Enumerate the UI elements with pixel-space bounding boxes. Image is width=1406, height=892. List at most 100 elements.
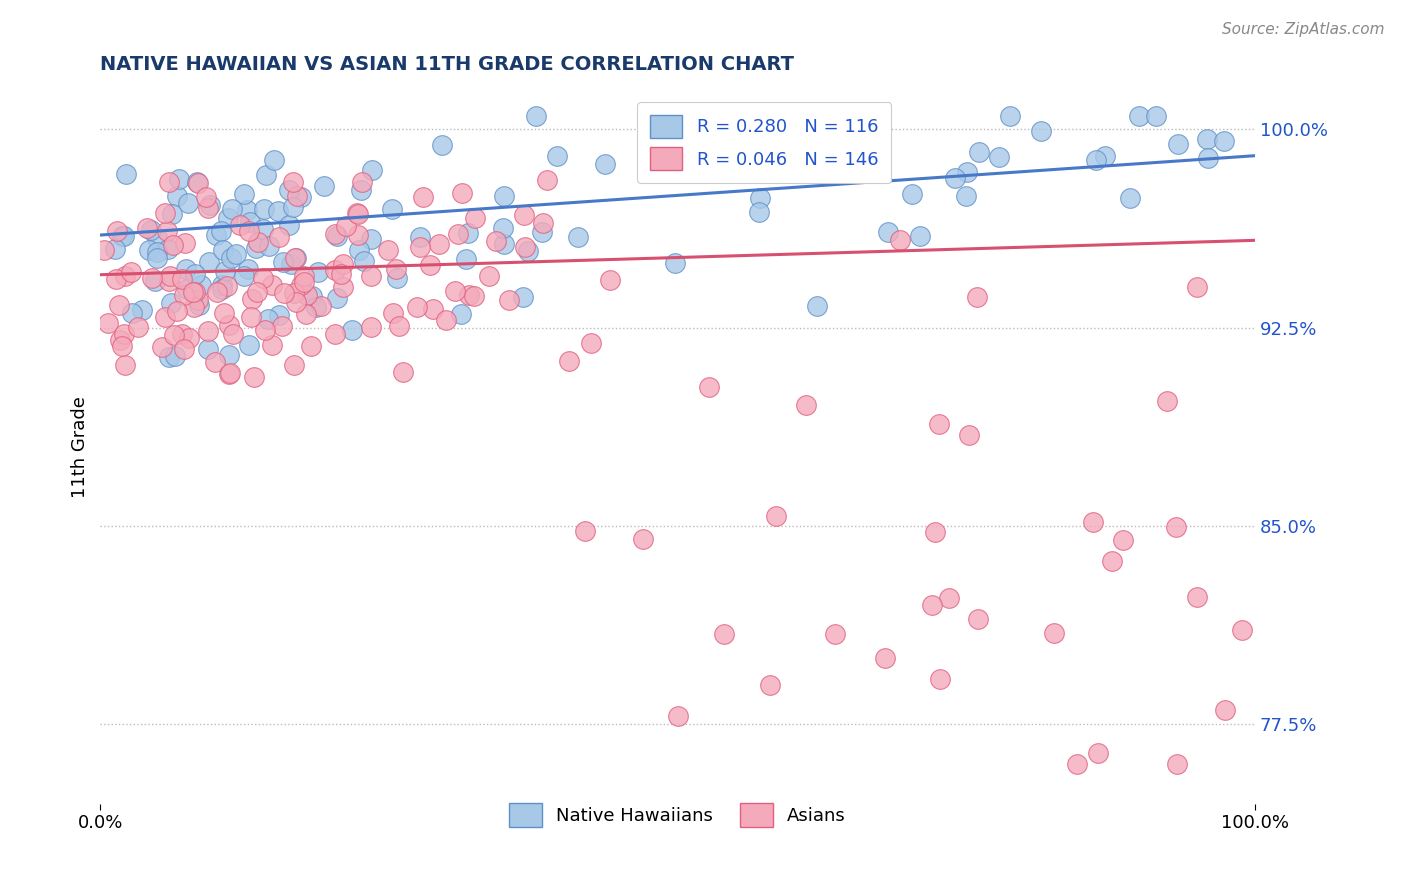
Point	[385, 261, 408, 276]
Point	[1066, 756, 1088, 771]
Point	[412, 190, 434, 204]
Point	[183, 267, 205, 281]
Point	[307, 265, 329, 279]
Point	[233, 268, 256, 283]
Point	[186, 175, 208, 189]
Point	[222, 327, 245, 342]
Point	[121, 306, 143, 320]
Point	[463, 289, 485, 303]
Point	[209, 224, 232, 238]
Point	[447, 227, 470, 241]
Point	[156, 223, 179, 237]
Point	[299, 338, 322, 352]
Point	[112, 327, 135, 342]
Point	[350, 175, 373, 189]
Point	[246, 285, 269, 299]
Point	[176, 261, 198, 276]
Point	[876, 225, 898, 239]
Point	[955, 188, 977, 202]
Point	[312, 178, 335, 193]
Point	[492, 237, 515, 252]
Point	[187, 176, 209, 190]
Point	[1101, 554, 1123, 568]
Point	[270, 318, 292, 333]
Point	[181, 285, 204, 299]
Point	[943, 170, 966, 185]
Point	[531, 225, 554, 239]
Point	[159, 296, 181, 310]
Point	[254, 168, 277, 182]
Point	[332, 279, 354, 293]
Point	[246, 235, 269, 249]
Text: Source: ZipAtlas.com: Source: ZipAtlas.com	[1222, 22, 1385, 37]
Point	[350, 183, 373, 197]
Point	[908, 228, 931, 243]
Point	[173, 342, 195, 356]
Point	[295, 287, 318, 301]
Point	[806, 299, 828, 313]
Point	[323, 262, 346, 277]
Point	[112, 229, 135, 244]
Point	[693, 144, 716, 158]
Point	[335, 219, 357, 233]
Point	[794, 398, 817, 412]
Point	[253, 202, 276, 216]
Point	[1195, 132, 1218, 146]
Point	[239, 215, 262, 229]
Point	[219, 366, 242, 380]
Point	[197, 201, 219, 215]
Point	[114, 269, 136, 284]
Point	[243, 369, 266, 384]
Point	[536, 173, 558, 187]
Point	[966, 611, 988, 625]
Point	[512, 208, 534, 222]
Point	[252, 271, 274, 285]
Point	[1212, 134, 1234, 148]
Point	[531, 216, 554, 230]
Point	[388, 318, 411, 333]
Point	[1144, 109, 1167, 123]
Point	[229, 219, 252, 233]
Point	[97, 316, 120, 330]
Point	[765, 509, 787, 524]
Point	[188, 298, 211, 312]
Point	[464, 211, 486, 226]
Point	[966, 290, 988, 304]
Point	[498, 293, 520, 307]
Point	[429, 237, 451, 252]
Point	[159, 269, 181, 284]
Point	[218, 318, 240, 332]
Point	[360, 269, 382, 284]
Point	[211, 278, 233, 293]
Point	[198, 198, 221, 212]
Point	[159, 274, 181, 288]
Point	[929, 673, 952, 687]
Point	[478, 268, 501, 283]
Point	[111, 229, 134, 244]
Point	[748, 204, 770, 219]
Point	[1197, 151, 1219, 165]
Point	[957, 428, 980, 442]
Point	[301, 289, 323, 303]
Point	[236, 202, 259, 217]
Point	[127, 319, 149, 334]
Point	[205, 228, 228, 243]
Point	[269, 308, 291, 322]
Point	[205, 285, 228, 300]
Point	[120, 265, 142, 279]
Point	[93, 244, 115, 258]
Point	[513, 240, 536, 254]
Point	[105, 224, 128, 238]
Point	[340, 323, 363, 337]
Point	[924, 525, 946, 540]
Point	[135, 220, 157, 235]
Point	[406, 300, 429, 314]
Point	[166, 304, 188, 318]
Point	[1156, 394, 1178, 409]
Point	[574, 524, 596, 539]
Point	[163, 349, 186, 363]
Point	[143, 274, 166, 288]
Point	[153, 310, 176, 324]
Point	[1185, 280, 1208, 294]
Point	[281, 200, 304, 214]
